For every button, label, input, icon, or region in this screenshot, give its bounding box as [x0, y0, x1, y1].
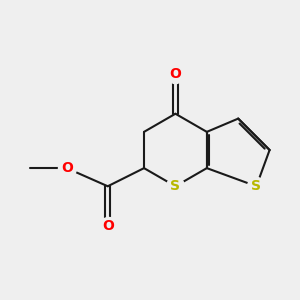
Text: S: S — [251, 179, 261, 193]
Text: S: S — [170, 179, 180, 193]
Text: O: O — [102, 219, 114, 233]
Text: O: O — [169, 67, 181, 81]
Text: O: O — [61, 161, 73, 175]
